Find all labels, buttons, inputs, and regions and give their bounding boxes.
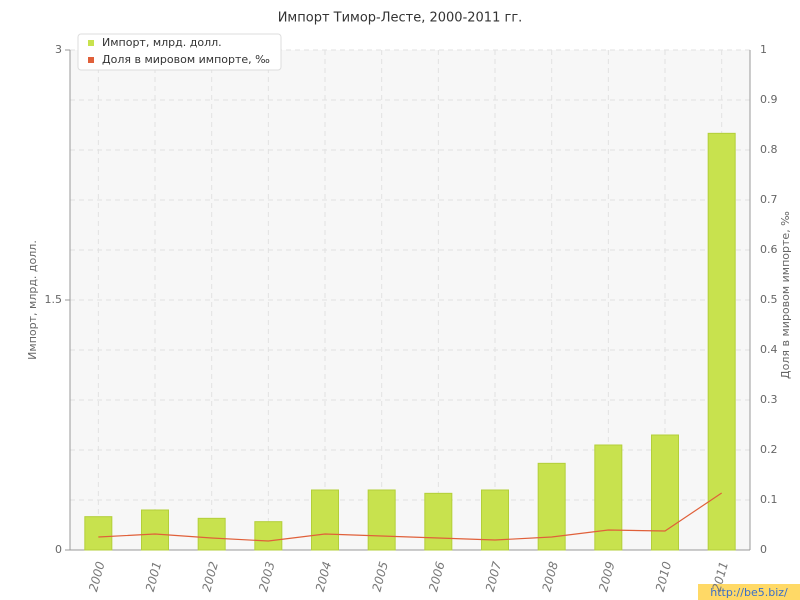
- legend-label: Импорт, млрд. долл.: [102, 36, 222, 49]
- y2-tick-label: 0.2: [760, 443, 778, 456]
- bar: [197, 517, 226, 551]
- x-tick-label: 2003: [256, 560, 277, 593]
- bar: [594, 444, 623, 551]
- x-tick-label: 2008: [540, 560, 562, 593]
- y2-tick-label: 0.3: [760, 393, 778, 406]
- y2-tick-label: 0.9: [760, 93, 778, 106]
- line: [98, 492, 723, 542]
- y2-tick-label: 0.7: [760, 193, 778, 206]
- x-tick-label: 2002: [200, 560, 221, 593]
- x-tick-label: 2004: [313, 560, 334, 593]
- y2-tick-label: 0.5: [760, 293, 778, 306]
- chart-title: Импорт Тимор-Лесте, 2000-2011 гг.: [278, 11, 523, 26]
- y2-tick-label: 0.8: [760, 143, 778, 156]
- legend-label: Доля в мировом импорте, ‰: [102, 53, 270, 66]
- bar: [254, 521, 283, 551]
- legend-box: [77, 33, 282, 71]
- legend-swatch: [88, 57, 94, 63]
- x-tick-label: 2007: [483, 560, 505, 593]
- y2-tick-label: 0.1: [760, 493, 778, 506]
- y-tick-label: 3: [55, 43, 62, 56]
- bar: [367, 489, 396, 551]
- y2-tick-label: 0.6: [760, 243, 778, 256]
- plot-area: [70, 50, 750, 550]
- bar: [84, 516, 113, 551]
- y2-tick-label: 0: [760, 543, 767, 556]
- x-tick-label: 2005: [370, 560, 391, 593]
- bar: [651, 434, 679, 551]
- bar: [141, 509, 169, 551]
- x-tick-label: 2009: [596, 560, 617, 593]
- y2-tick-label: 1: [760, 43, 767, 56]
- watermark-bg: [698, 584, 800, 600]
- x-tick-label: 2006: [426, 560, 448, 593]
- bar: [707, 132, 736, 551]
- x-tick-label: 2000: [86, 560, 108, 593]
- bar: [424, 492, 453, 551]
- y-axis-label: Импорт, млрд. долл.: [26, 240, 39, 360]
- bar: [481, 489, 509, 551]
- watermark: http://be5.biz/: [710, 586, 788, 599]
- legend-swatch: [88, 40, 94, 46]
- bar: [311, 489, 339, 551]
- y2-axis-label: Доля в мировом импорте, ‰: [779, 211, 792, 379]
- x-tick-label: 2001: [143, 560, 164, 593]
- y-tick-label: 1.5: [45, 293, 63, 306]
- x-tick-label: 2010: [653, 560, 675, 593]
- y2-tick-label: 0.4: [760, 343, 778, 356]
- legend: Импорт, млрд. долл. Доля в мировом импорт…: [77, 33, 282, 71]
- y-tick-label: 0: [55, 543, 62, 556]
